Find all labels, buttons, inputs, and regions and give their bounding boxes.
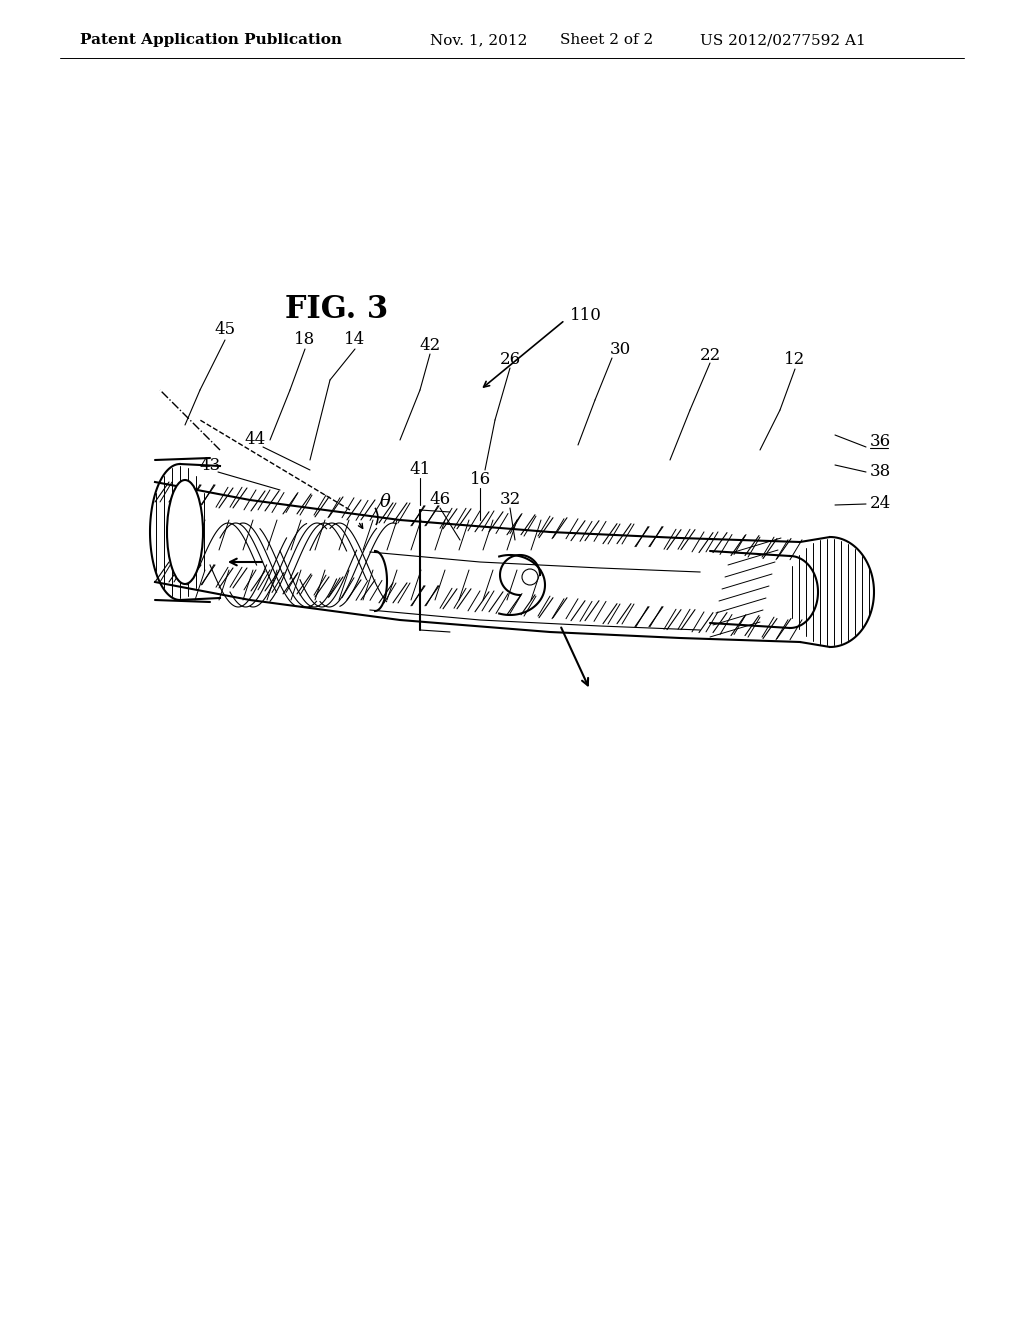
Text: FIG. 3: FIG. 3 bbox=[285, 294, 388, 326]
Text: 26: 26 bbox=[500, 351, 520, 368]
Text: 18: 18 bbox=[294, 331, 315, 348]
Ellipse shape bbox=[167, 480, 203, 583]
Text: 32: 32 bbox=[500, 491, 520, 508]
Text: 24: 24 bbox=[870, 495, 891, 512]
Text: 36: 36 bbox=[870, 433, 891, 450]
Text: Patent Application Publication: Patent Application Publication bbox=[80, 33, 342, 48]
Text: 22: 22 bbox=[699, 346, 721, 363]
Text: 12: 12 bbox=[784, 351, 806, 368]
Text: 41: 41 bbox=[410, 462, 431, 479]
Text: Sheet 2 of 2: Sheet 2 of 2 bbox=[560, 33, 653, 48]
Text: θ: θ bbox=[380, 492, 390, 511]
Circle shape bbox=[522, 569, 538, 585]
Text: 46: 46 bbox=[429, 491, 451, 508]
Text: 16: 16 bbox=[469, 471, 490, 488]
Text: US 2012/0277592 A1: US 2012/0277592 A1 bbox=[700, 33, 865, 48]
Text: 42: 42 bbox=[420, 337, 440, 354]
Text: 14: 14 bbox=[344, 331, 366, 348]
Text: Nov. 1, 2012: Nov. 1, 2012 bbox=[430, 33, 527, 48]
Text: 30: 30 bbox=[609, 342, 631, 359]
Text: 44: 44 bbox=[245, 432, 265, 449]
Text: 38: 38 bbox=[870, 463, 891, 480]
Text: 45: 45 bbox=[214, 322, 236, 338]
Text: 110: 110 bbox=[570, 306, 602, 323]
Text: 43: 43 bbox=[200, 457, 220, 474]
